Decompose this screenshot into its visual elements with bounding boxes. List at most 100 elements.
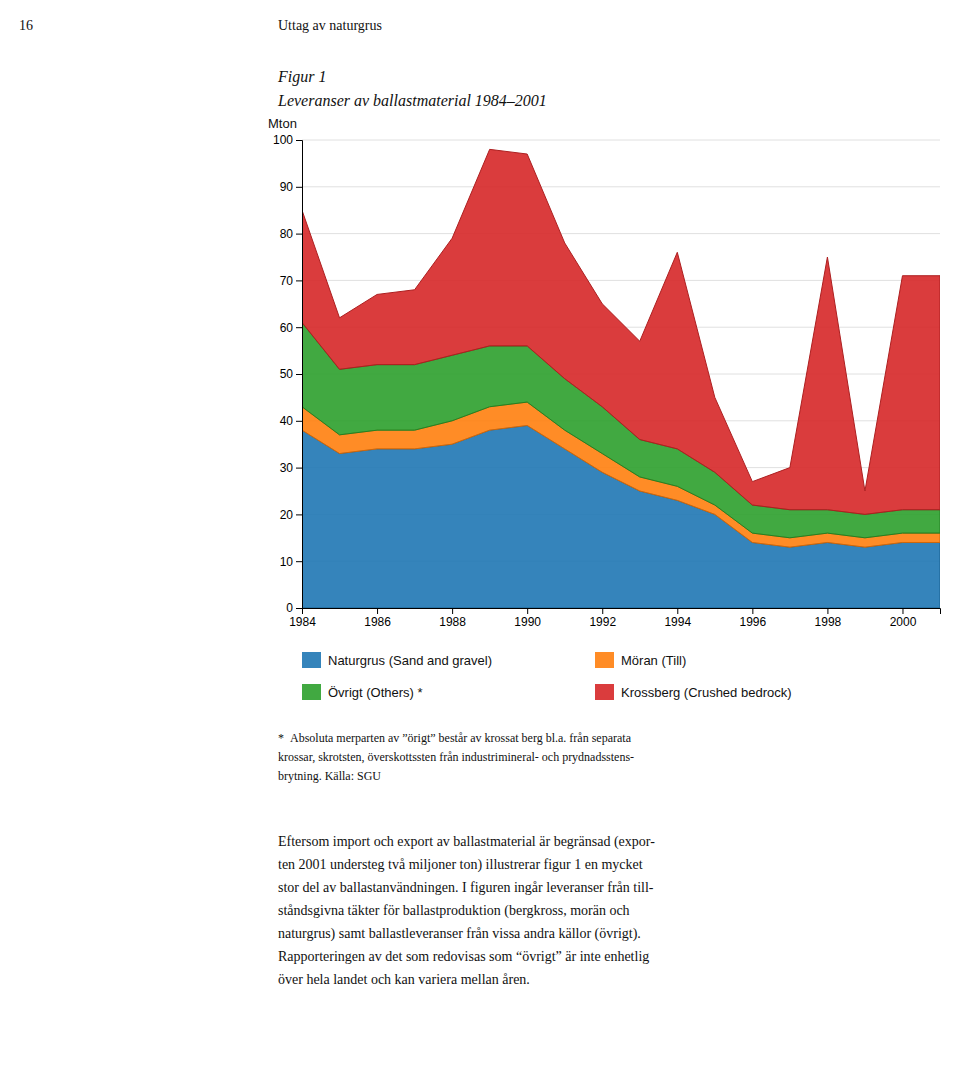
grid xyxy=(302,140,940,608)
tick-label: 1992 xyxy=(589,615,616,629)
tick-mark xyxy=(677,608,678,614)
body-text: Eftersom import och export av ballastmat… xyxy=(278,834,655,987)
tick-label: 30 xyxy=(280,461,294,475)
header: Uttag av naturgrus xyxy=(278,18,382,33)
legend-item: Övrigt (Others) * xyxy=(302,684,423,700)
body-line: över hela landet och kan variera mellan … xyxy=(278,972,530,987)
tick-label: 1990 xyxy=(514,615,541,629)
body-line: Rapporteringen av det som redovisas som … xyxy=(278,949,649,964)
tick-label: 2000 xyxy=(890,615,917,629)
tick-label: 10 xyxy=(280,555,294,569)
legend-label: Naturgrus (Sand and gravel) xyxy=(328,653,492,668)
header: 16 xyxy=(19,18,33,33)
footnote-line: krossar, skrotsten, överskottssten från … xyxy=(278,750,634,764)
footnote-line: * Absoluta merparten av ”örigt” består a… xyxy=(278,731,632,745)
tick-mark xyxy=(752,608,753,614)
tick: 1994 xyxy=(664,608,691,629)
tick: 60 xyxy=(280,321,302,335)
tick-mark xyxy=(296,608,302,609)
title: Figur 1 xyxy=(277,68,326,86)
legend-swatch xyxy=(302,684,321,700)
tick-label: 1988 xyxy=(439,615,466,629)
tick-label: 80 xyxy=(280,227,294,241)
tick-mark xyxy=(296,327,302,328)
tick: 40 xyxy=(280,414,302,428)
subtitle: Leveranser av ballastmaterial 1984–2001 xyxy=(277,92,547,109)
tick: 1988 xyxy=(439,608,466,629)
tick-label: 90 xyxy=(280,180,294,194)
tick: 10 xyxy=(280,555,302,569)
tick-label: 70 xyxy=(280,274,294,288)
tick-label: 100 xyxy=(273,133,293,147)
footnote: * Absoluta merparten av ”örigt” består a… xyxy=(278,731,634,783)
page: 16 Uttag av naturgrus Figur 1 Leveranser av… xyxy=(0,0,960,1077)
grid-line xyxy=(302,140,940,141)
tick-mark xyxy=(296,514,302,515)
legend-swatch xyxy=(302,652,321,668)
tick-mark xyxy=(602,608,603,614)
body-line: ståndsgivna täkter för ballastproduktion… xyxy=(278,903,630,919)
tick-label: 1994 xyxy=(664,615,691,629)
tick-label: 50 xyxy=(280,367,294,381)
tick: 20 xyxy=(280,508,302,522)
tick-label: 0 xyxy=(286,601,293,615)
tick-label: 1998 xyxy=(815,615,842,629)
tick-mark xyxy=(902,608,903,614)
tick: 1986 xyxy=(364,608,391,629)
tick-label: 60 xyxy=(280,321,294,335)
tick: 1990 xyxy=(514,608,541,629)
tick-mark xyxy=(296,187,302,188)
tick-mark xyxy=(296,234,302,235)
legend: Naturgrus (Sand and gravel) Möran (Till) Ö… xyxy=(302,652,792,700)
legend-item: Möran (Till) xyxy=(595,652,686,668)
tick: 1996 xyxy=(740,608,767,629)
tick-mark xyxy=(827,608,828,614)
axis-line xyxy=(296,141,303,609)
legend-label: Övrigt (Others) * xyxy=(328,685,423,700)
legend-label: Krossberg (Crushed bedrock) xyxy=(621,685,792,700)
tick: 100 xyxy=(273,133,302,147)
tick-label: 40 xyxy=(280,414,294,428)
tick-label: 20 xyxy=(280,508,294,522)
grid-line xyxy=(302,186,940,187)
tick-mark xyxy=(296,421,302,422)
tick: 1992 xyxy=(589,608,616,629)
tick: 70 xyxy=(280,274,302,288)
tick: 80 xyxy=(280,227,302,241)
x-axis: 1984 1986 1988 1990 1992 1994 1996 1998 2000 xyxy=(289,608,940,629)
grid-line xyxy=(302,233,940,234)
tick: 2000 xyxy=(890,608,917,629)
y-axis-title: Mton xyxy=(268,116,297,131)
body-line: ten 2001 understeg två miljoner ton) ill… xyxy=(278,857,643,873)
tick: 30 xyxy=(280,461,302,475)
legend-label: Möran (Till) xyxy=(621,653,686,668)
tick-mark xyxy=(296,374,302,375)
tick: 90 xyxy=(280,180,302,194)
tick-mark xyxy=(377,608,378,614)
area xyxy=(302,149,940,514)
tick: 1984 xyxy=(289,608,316,629)
tick-mark xyxy=(296,140,302,141)
tick: 50 xyxy=(280,367,302,381)
tick: 0 xyxy=(286,601,302,615)
tick-mark xyxy=(296,468,302,469)
tick: 1998 xyxy=(815,608,842,629)
footnote-line: brytning. Källa: SGU xyxy=(278,769,381,783)
tick-mark xyxy=(452,608,453,614)
legend-item: Krossberg (Crushed bedrock) xyxy=(595,684,792,700)
legend-swatch xyxy=(595,684,614,700)
legend-item: Naturgrus (Sand and gravel) xyxy=(302,652,492,668)
tick-mark xyxy=(527,608,528,614)
plot-area xyxy=(302,149,940,608)
tick-label: 1984 xyxy=(289,615,316,629)
grid-line xyxy=(302,280,940,281)
tick-label: 1986 xyxy=(364,615,391,629)
body-line: naturgrus) samt ballastleveranser från v… xyxy=(278,926,641,942)
tick-label: 1996 xyxy=(740,615,767,629)
body-line: Eftersom import och export av ballastmat… xyxy=(278,834,655,850)
axis-line xyxy=(303,609,941,615)
y-axis: 0 10 20 30 40 50 60 70 80 90 100 xyxy=(273,133,303,615)
tick-mark xyxy=(296,561,302,562)
tick-mark xyxy=(296,280,302,281)
legend-swatch xyxy=(595,652,614,668)
